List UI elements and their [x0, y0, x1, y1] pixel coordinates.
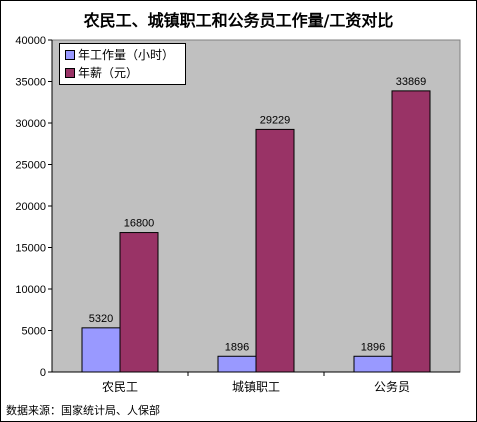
legend-item-salary: 年薪（元） — [65, 65, 138, 81]
y-tick-label: 15000 — [15, 243, 46, 255]
data-label: 1896 — [361, 341, 385, 353]
data-label: 16800 — [124, 218, 155, 230]
x-category-label: 农民工 — [102, 380, 138, 394]
y-tick-label: 10000 — [15, 284, 46, 296]
data-label: 29229 — [260, 114, 291, 126]
y-tick-label: 20000 — [15, 201, 46, 213]
y-tick-label: 0 — [40, 367, 46, 379]
bar-workload — [353, 355, 393, 373]
data-labels: 5320 16800 1896 29229 1896 33869 — [89, 76, 427, 353]
y-tick-label: 40000 — [15, 35, 46, 47]
chart-area: 0 5000 10000 15000 20000 25000 30000 35000 40000… — [15, 35, 461, 394]
bar-salary — [255, 128, 295, 373]
legend-label-workload: 年工作量（小时） — [78, 48, 175, 62]
axes: 0 5000 10000 15000 20000 25000 30000 35000 40000… — [15, 35, 460, 394]
y-tick-label: 25000 — [15, 160, 46, 172]
bar-salary — [119, 232, 159, 373]
source-note: 数据来源：国家统计局、人保部 — [6, 404, 160, 417]
legend-swatch-salary — [65, 67, 75, 78]
x-category-label: 公务员 — [374, 379, 410, 394]
bars — [81, 90, 431, 373]
legend: 年工作量（小时） 年薪（元） — [59, 43, 186, 85]
bar-workload — [217, 355, 257, 373]
legend-swatch-workload — [65, 49, 75, 60]
bar-salary — [391, 90, 431, 373]
y-tick-label: 30000 — [15, 118, 46, 130]
legend-item-workload: 年工作量（小时） — [65, 47, 174, 63]
y-tick-label: 5000 — [22, 326, 46, 338]
bar-workload — [81, 327, 121, 373]
y-tick-label: 35000 — [15, 77, 46, 89]
data-label: 33869 — [396, 76, 427, 88]
legend-label-salary: 年薪（元） — [78, 66, 139, 80]
data-label: 5320 — [89, 313, 113, 325]
data-label: 1896 — [225, 341, 249, 353]
chart-title: 农民工、城镇职工和公务员工作量/工资对比 — [83, 11, 394, 30]
x-category-label: 城镇职工 — [232, 380, 280, 394]
